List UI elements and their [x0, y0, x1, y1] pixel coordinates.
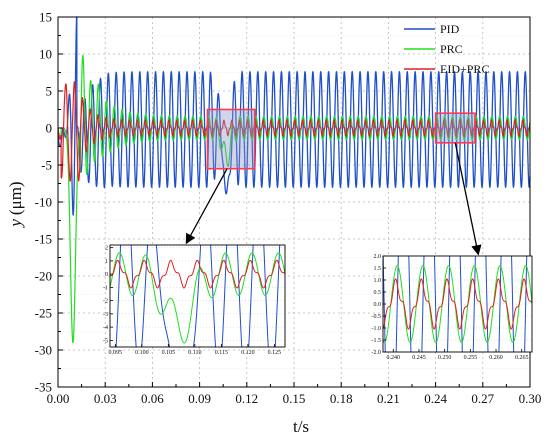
inset-series-line-eid-prc — [110, 259, 285, 289]
inset-y-tick-label: -4 — [103, 325, 108, 331]
inset-y-tick-label: -5 — [103, 338, 108, 344]
y-tick-label: -20 — [35, 269, 52, 284]
inset-plot-area — [383, 256, 532, 352]
x-tick-label: 0.24 — [424, 391, 447, 406]
insets: 0.095 0.100 0.105 0.110 0.115 0.120 0.125 2 1 0 -1… — [103, 142, 533, 361]
x-tick-label: 0.03 — [94, 391, 117, 406]
y-tick-label: 15 — [39, 10, 52, 25]
y-axis-label-symbol: y — [6, 219, 25, 229]
x-tick-label: 0.21 — [377, 391, 400, 406]
zoom-arrow-1 — [185, 168, 228, 245]
inset-y-tick-label: -1 — [103, 285, 108, 291]
zoom-arrow-2 — [454, 142, 482, 256]
inset-y-tick-label: -0.5 — [372, 314, 382, 320]
inset-y-tick-label: 1.0 — [374, 278, 382, 284]
x-tick-label: 0.09 — [188, 391, 211, 406]
inset-x-tick-label: 0.120 — [241, 350, 255, 356]
inset-x-tick-label: 0.265 — [515, 355, 529, 361]
inset-x-tick-label: 0.255 — [464, 355, 478, 361]
x-tick-label: 0.15 — [283, 391, 306, 406]
x-axis-label: t/s — [293, 417, 309, 436]
y-axis-label-unit: (μm) — [6, 181, 25, 215]
inset-x-tick-label: 0.095 — [109, 350, 123, 356]
inset-1: 0.095 0.100 0.105 0.110 0.115 0.120 0.125 2 1 0 -1… — [103, 244, 286, 356]
inset-x-tick-label: 0.105 — [162, 350, 176, 356]
y-tick-label: -15 — [35, 232, 52, 247]
inset-y-tick-label: 2 — [105, 246, 108, 252]
inset-y-tick-label: 0.0 — [374, 302, 382, 308]
y-tick-label: 10 — [39, 47, 52, 62]
y-tick-label: 0 — [46, 121, 53, 136]
inset-y-tick-label: -1.5 — [372, 338, 382, 344]
inset-2: 0.240 0.245 0.250 0.255 0.260 0.265 2.0 1.5 1.0 0… — [372, 254, 533, 361]
inset-x-tick-label: 0.260 — [489, 355, 503, 361]
inset-y-tick-label: 0 — [105, 272, 108, 278]
inset-series-line-pid — [115, 245, 281, 347]
inset-frame — [109, 244, 286, 348]
series-line-eid-prc — [57, 80, 531, 182]
y-tick-label: -5 — [41, 158, 52, 173]
x-tick-label: 0.30 — [519, 391, 542, 406]
inset-series-line-eid-prc — [383, 278, 532, 330]
y-tick-label: 5 — [46, 84, 53, 99]
inset-x-tick-label: 0.250 — [438, 355, 452, 361]
inset-x-tick-label: 0.245 — [412, 355, 426, 361]
y-tick-label: -10 — [35, 195, 52, 210]
zoom-window-2 — [434, 112, 476, 144]
inset-y-tick-label: -2 — [103, 299, 108, 305]
legend: PID PRC EID+PRC — [404, 22, 489, 76]
inset-y-tick-label: -3 — [103, 312, 108, 318]
inset-y-tick-label: -1.0 — [372, 326, 382, 332]
inset-y-tick-label: 0.5 — [374, 290, 382, 296]
inset-x-tick-label: 0.110 — [188, 350, 201, 356]
series-line-pid — [57, 16, 531, 216]
axes: 0.00 0.03 0.06 0.09 0.12 0.15 0.18 0.21 0.24 0.27… — [35, 10, 542, 407]
y-tick-label: -35 — [35, 380, 52, 395]
y-tick-label: -25 — [35, 306, 52, 321]
inset-x-tick-label: 0.100 — [135, 350, 149, 356]
inset-x-tick-label: 0.115 — [215, 350, 228, 356]
inset-y-tick-label: 1 — [105, 259, 108, 265]
zoom-windows — [206, 108, 476, 170]
y-axis-label: y (μm) — [6, 181, 25, 228]
x-tick-label: 0.18 — [330, 391, 353, 406]
inset-plot-area — [110, 245, 285, 347]
plot-area — [57, 16, 531, 344]
x-tick-label: 0.06 — [141, 391, 164, 406]
y-tick-label: -30 — [35, 343, 52, 358]
zoom-window-1 — [206, 108, 256, 170]
legend-label-eid-prc: EID+PRC — [440, 62, 489, 76]
legend-label-pid: PID — [440, 22, 460, 36]
inset-series-line-prc — [383, 265, 532, 343]
inset-y-tick-label: 1.5 — [374, 266, 382, 272]
x-tick-label: 0.00 — [47, 391, 70, 406]
axis-labels: t/s y (μm) — [6, 181, 309, 436]
inset-x-tick-label: 0.125 — [268, 350, 282, 356]
inset-x-tick-label: 0.240 — [387, 355, 401, 361]
inset-y-tick-label: -2.0 — [372, 350, 382, 356]
x-tick-label: 0.12 — [235, 391, 258, 406]
x-tick-label: 0.27 — [471, 391, 494, 406]
inset-y-tick-label: 2.0 — [374, 254, 382, 260]
legend-label-prc: PRC — [440, 42, 463, 56]
